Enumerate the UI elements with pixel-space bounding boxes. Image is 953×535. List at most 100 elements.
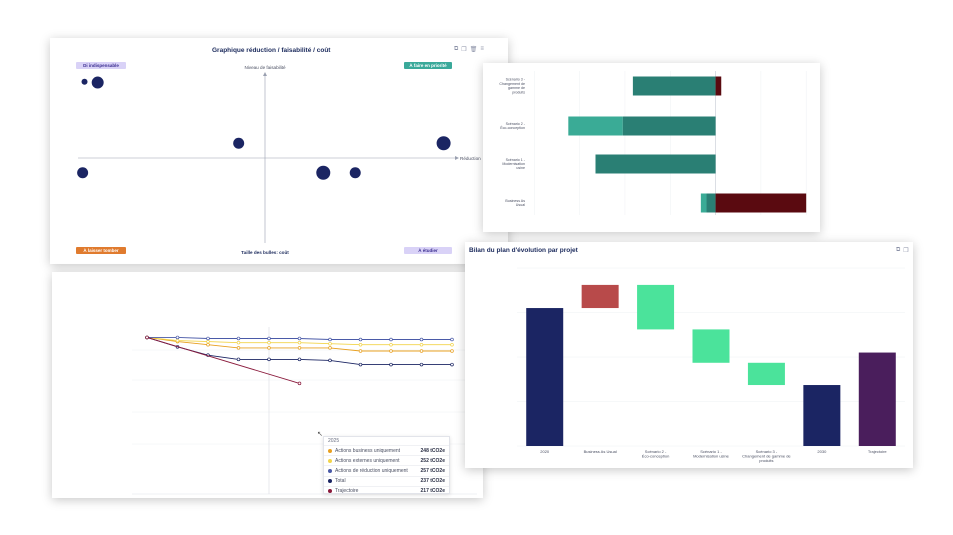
category-label: gamme de — [508, 86, 525, 90]
waterfall-card: Bilan du plan d'évolution par projet ⧉ ❐… — [465, 242, 913, 468]
waterfall-bar — [637, 284, 675, 330]
menu-icon[interactable]: ≡ — [480, 46, 484, 52]
tooltip-row: Trajectoire 217 tCO2e — [324, 485, 449, 496]
line-chart-tooltip: 2025 Actions business uniquement 248 tCO2… — [323, 436, 450, 494]
tooltip-row-name: Actions externes uniquement — [335, 457, 400, 464]
series-point — [389, 362, 393, 367]
category-label: Changement de — [499, 82, 525, 86]
waterfall-bar — [526, 308, 564, 446]
waterfall-title: Bilan du plan d'évolution par projet — [469, 247, 578, 254]
waterfall-bar — [747, 362, 785, 386]
quadrant-label-study: À étudier — [404, 247, 452, 254]
line-chart-plot — [132, 327, 477, 495]
category-label: Changement de gamme de — [742, 454, 791, 459]
quadrant-label-drop: À laisser tomber — [76, 247, 126, 254]
series-point — [236, 336, 241, 341]
bubble-chart-card: Graphique réduction / faisabilité / coût… — [50, 38, 508, 264]
bubble-point — [77, 167, 89, 179]
x-axis-arrow — [455, 156, 459, 160]
tooltip-row-name: Trajectoire — [335, 488, 359, 495]
copy-icon[interactable]: ⧉ — [454, 46, 459, 52]
tooltip-row: Actions business uniquement 248 tCO2e — [324, 445, 449, 455]
tooltip-row-name: Actions de réduction uniquement — [335, 467, 408, 474]
category-label: Usual — [516, 203, 525, 207]
series-point — [267, 346, 271, 350]
category-label: Scénario 1 - — [506, 158, 526, 162]
series-point — [358, 362, 363, 367]
tooltip-row-name: Actions business uniquement — [335, 447, 401, 454]
copy-icon[interactable]: ⧉ — [896, 247, 901, 253]
tooltip-row-value: 257 tCO2e — [420, 467, 445, 474]
series-point — [145, 335, 149, 340]
series-point — [328, 337, 332, 342]
waterfall-bar — [581, 284, 619, 309]
series-point — [358, 349, 363, 353]
series-point — [419, 337, 424, 342]
series-point — [450, 362, 454, 367]
bar-segment — [632, 76, 716, 96]
tooltip-row-value: 217 tCO2e — [420, 488, 445, 495]
series-point — [450, 349, 454, 353]
bar-segment — [700, 193, 707, 213]
series-point — [297, 357, 302, 362]
legend-dot — [328, 479, 332, 484]
y-axis-label: Niveau de faisabilité — [244, 65, 286, 70]
scenario-bar-card: Scénario 3 - Changement de gamme de produit… — [483, 63, 820, 232]
series-point — [419, 362, 424, 367]
legend-dot — [328, 489, 332, 494]
tooltip-row-value: 237 tCO2e — [420, 478, 445, 485]
tooltip-row-value: 252 tCO2e — [420, 457, 445, 464]
mouse-cursor-icon: ↖ — [317, 431, 323, 438]
bar-segment — [568, 116, 623, 136]
duplicate-icon[interactable]: ❐ — [461, 47, 467, 53]
series-point — [358, 342, 363, 347]
series-point — [236, 346, 241, 350]
waterfall-bar — [692, 329, 730, 363]
bubble-point — [316, 165, 331, 180]
bubble-point — [349, 167, 361, 179]
duplicate-icon[interactable]: ❐ — [903, 248, 909, 254]
bubble-chart-plot: Niveau de faisabilité Réduction Taille d… — [77, 65, 481, 255]
bar-segment — [595, 154, 716, 174]
bar-segment — [715, 76, 722, 96]
series-point — [297, 346, 302, 350]
series-point — [389, 342, 393, 347]
series-point — [267, 340, 271, 345]
category-label: produits — [512, 90, 525, 94]
category-label: Scénario 1 - — [700, 449, 722, 454]
series-point — [328, 346, 332, 350]
series-point — [419, 342, 424, 347]
tooltip-row-name: Total — [335, 478, 346, 485]
y-axis-arrow — [263, 72, 267, 76]
series-point — [297, 340, 302, 345]
category-label: Scénario 3 - — [756, 449, 778, 454]
series-point — [389, 337, 393, 342]
series-point — [236, 357, 241, 362]
tooltip-row-value: 248 tCO2e — [420, 447, 445, 454]
series-point — [358, 337, 363, 342]
series-point — [419, 349, 424, 353]
series-point — [175, 338, 180, 343]
quadrant-label-priority: À faire en priorité — [404, 62, 452, 69]
legend-dot — [328, 448, 332, 453]
bubble-point — [233, 137, 245, 149]
category-label: 2030 — [817, 449, 827, 454]
delete-icon[interactable]: 🗑 — [469, 47, 478, 53]
tooltip-row: Actions externes uniquement 252 tCO2e — [324, 455, 449, 465]
category-label: Éco-conception — [642, 454, 670, 459]
waterfall-plot: 2020 Business As Usual Scénario 2 -Éco-con… — [517, 267, 905, 463]
series-point — [175, 335, 180, 340]
category-label: Business As — [505, 199, 525, 203]
tooltip-row: Total 237 tCO2e — [324, 475, 449, 486]
bubble-point — [81, 78, 88, 85]
legend-dot — [328, 458, 332, 463]
series-point — [206, 339, 210, 344]
series-point — [267, 357, 271, 362]
series-point — [236, 340, 241, 345]
bubble-point — [91, 76, 104, 89]
tooltip-title: 2025 — [328, 438, 340, 444]
series-point — [450, 342, 454, 347]
series-point — [206, 342, 210, 347]
bubble-chart-toolbar: ⧉ ❐ 🗑 ≡ — [454, 46, 484, 53]
category-label: Scénario 2 - — [645, 449, 667, 454]
